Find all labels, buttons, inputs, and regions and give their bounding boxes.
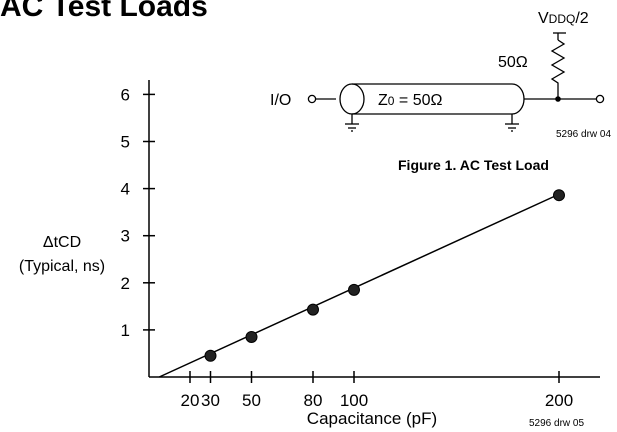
y-tick-group: 1 2 3 4 5 6 xyxy=(121,85,155,340)
figure1-caption: Figure 1. AC Test Load xyxy=(398,157,549,173)
junction-dot xyxy=(555,96,561,102)
y-tick-label-4: 4 xyxy=(121,180,130,199)
x-axis-label: Capacitance (pF) xyxy=(307,409,437,428)
data-points xyxy=(204,189,565,362)
y-tick-label-3: 3 xyxy=(121,227,130,246)
figure1-drawing-number: 5296 drw 04 xyxy=(556,129,611,140)
x-tick-label-200: 200 xyxy=(545,391,573,410)
resistor-label: 50Ω xyxy=(498,54,528,71)
x-tick-label-20: 20 xyxy=(181,391,200,410)
y-tick-label-1: 1 xyxy=(121,321,130,340)
output-terminal xyxy=(595,94,605,104)
resistor-symbol xyxy=(550,39,566,99)
page-title: AC Test Loads xyxy=(0,0,208,23)
x-tick-label-30: 30 xyxy=(201,391,220,410)
ac-test-load-schematic: VDDQ/2 50Ω I/O Z0 = 50Ω xyxy=(270,10,611,173)
data-point-3 xyxy=(307,303,319,316)
trend-line xyxy=(158,193,560,378)
data-point-4 xyxy=(348,283,360,296)
data-point-1 xyxy=(204,349,217,362)
x-tick-group: 20 30 50 80 100 200 xyxy=(181,371,573,410)
x-tick-label-50: 50 xyxy=(242,391,261,410)
ground-symbol-left xyxy=(345,114,359,132)
io-terminal xyxy=(307,94,317,104)
x-tick-label-100: 100 xyxy=(340,391,368,410)
y-axis-label: ΔtCD xyxy=(43,234,81,251)
line-impedance-label: Z0 = 50Ω xyxy=(378,92,443,109)
ground-symbol-right xyxy=(505,114,519,132)
y-axis-label-sub: (Typical, ns) xyxy=(19,258,105,275)
transmission-line xyxy=(339,83,525,115)
chart-drawing-number: 5296 drw 05 xyxy=(529,418,584,429)
io-label: I/O xyxy=(270,92,291,109)
y-tick-label-5: 5 xyxy=(121,133,130,152)
y-tick-label-2: 2 xyxy=(121,274,130,293)
delta-tcd-chart: 1 2 3 4 5 6 20 30 50 80 100 200 ΔtCD (Typical, ns)… xyxy=(19,80,600,429)
data-point-5 xyxy=(553,189,565,202)
x-tick-label-80: 80 xyxy=(304,391,323,410)
supply-voltage-label: VDDQ/2 xyxy=(538,10,589,27)
y-tick-label-6: 6 xyxy=(121,85,130,104)
data-point-2 xyxy=(245,330,258,343)
